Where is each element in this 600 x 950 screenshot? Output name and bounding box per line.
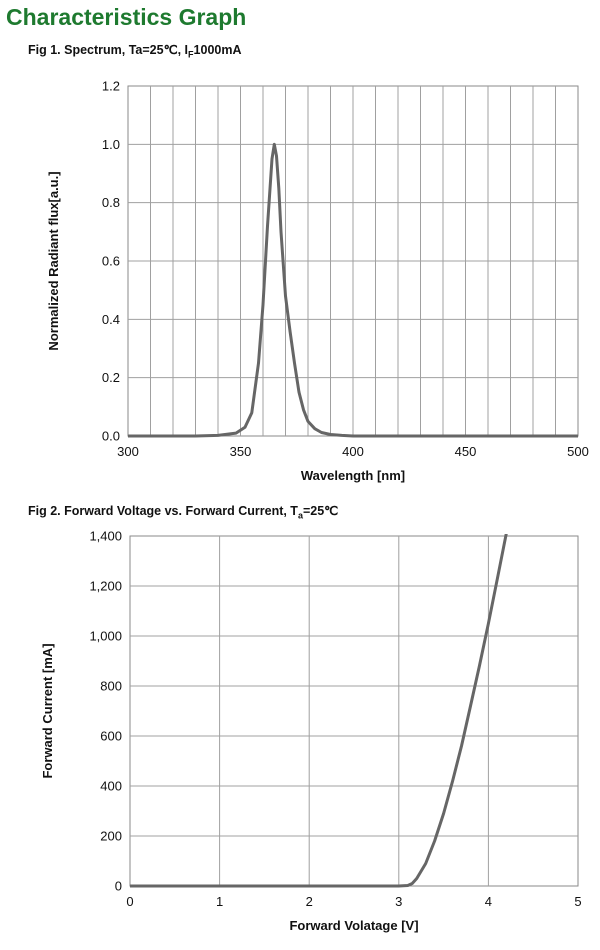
- x-tick-label: 0: [126, 894, 133, 909]
- x-tick-label: 350: [230, 444, 252, 459]
- y-tick-label: 600: [100, 729, 122, 744]
- x-tick-label: 400: [342, 444, 364, 459]
- y-axis-title: Normalized Radiant flux[a.u.]: [46, 171, 61, 350]
- fig1-title: Fig 1. Spectrum, Ta=25℃, IF1000mA: [28, 42, 242, 60]
- y-tick-label: 0.8: [102, 195, 120, 210]
- x-axis-title: Wavelength [nm]: [301, 468, 405, 483]
- x-tick-label: 5: [574, 894, 581, 909]
- fig2-title-suffix: =25℃: [302, 504, 339, 518]
- x-tick-label: 450: [455, 444, 477, 459]
- x-axis-title: Forward Volatage [V]: [289, 918, 418, 933]
- y-tick-label: 800: [100, 679, 122, 694]
- x-tick-label: 2: [306, 894, 313, 909]
- y-tick-label: 0.0: [102, 429, 120, 444]
- series-line: [128, 142, 578, 438]
- y-tick-label: 0.6: [102, 254, 120, 269]
- y-tick-label: 0.2: [102, 370, 120, 385]
- fig2-title: Fig 2. Forward Voltage vs. Forward Curre…: [28, 503, 338, 521]
- y-axis-title: Forward Current [mA]: [40, 643, 55, 778]
- x-tick-label: 1: [216, 894, 223, 909]
- y-tick-label: 400: [100, 779, 122, 794]
- y-tick-label: 1.2: [102, 79, 120, 94]
- fig2-title-subscript: a: [297, 510, 303, 521]
- x-tick-label: 300: [117, 444, 139, 459]
- y-tick-label: 0: [115, 879, 122, 894]
- y-tick-label: 1.0: [102, 137, 120, 152]
- plot-area: [129, 535, 579, 887]
- x-tick-label: 4: [485, 894, 492, 909]
- y-tick-label: 200: [100, 829, 122, 844]
- fig2-title-main: Fig 2. Forward Voltage vs. Forward Curre…: [28, 504, 298, 518]
- fig1-title-suffix: 1000mA: [193, 43, 242, 57]
- y-tick-label: 1,000: [89, 629, 122, 644]
- spectrum-chart: 0.0 0.2 0.4 0.6 0.8 1.0 1.2 300 350 400 450 500 Wave…: [46, 79, 589, 484]
- x-tick-label: 3: [395, 894, 402, 909]
- fig1-title-main: Fig 1. Spectrum, Ta=25℃, I: [28, 43, 189, 57]
- y-tick-label: 1,200: [89, 579, 122, 594]
- y-tick-label: 0.4: [102, 312, 120, 327]
- fig1-title-subscript: F: [188, 49, 194, 60]
- page-heading: Characteristics Graph: [6, 4, 247, 30]
- series-line: [130, 534, 508, 888]
- y-tick-label: 1,400: [89, 529, 122, 544]
- x-tick-label: 500: [567, 444, 589, 459]
- iv-chart: 0 200 400 600 800 1,000 1,200 1,400 0 1 2 3 4 5 Forwar…: [40, 529, 582, 934]
